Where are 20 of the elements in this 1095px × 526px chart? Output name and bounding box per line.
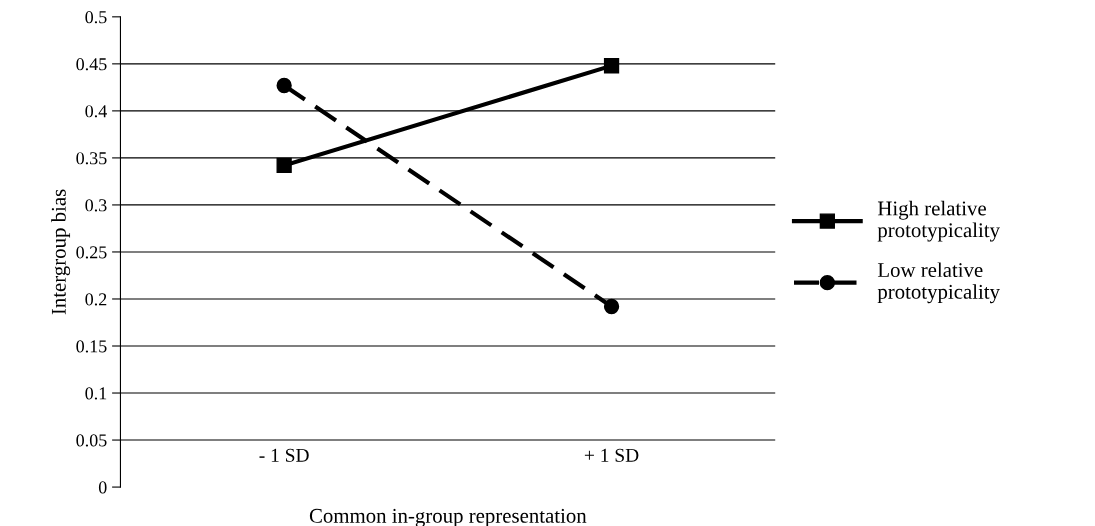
x-tick-label: - 1 SD — [259, 448, 309, 462]
point — [276, 77, 292, 94]
legend-label: High relative prototypicality — [877, 200, 1000, 242]
y-tick-label: 0.45 — [76, 58, 107, 71]
y-tick-label: 0.2 — [85, 293, 107, 306]
y-tick-label: 0.15 — [76, 340, 107, 353]
y-tick-label: 0.3 — [85, 199, 107, 212]
y-tick-label: 0.4 — [85, 105, 107, 118]
point — [276, 157, 292, 174]
y-tick-label: 0 — [98, 481, 107, 494]
legend-label: Low relative prototypicality — [877, 262, 1000, 304]
point — [603, 58, 620, 74]
y-tick-label: 0.1 — [85, 387, 107, 400]
x-tick-label: + 1 SD — [584, 448, 639, 462]
y-tick-label: 0.25 — [76, 246, 107, 259]
y-tick-label: 0.5 — [85, 11, 107, 24]
y-axis-title: Intergroup bias — [51, 189, 71, 315]
y-tick-label: 0.05 — [76, 434, 107, 447]
y-tick-label: 0.35 — [76, 152, 107, 165]
point — [603, 298, 620, 315]
